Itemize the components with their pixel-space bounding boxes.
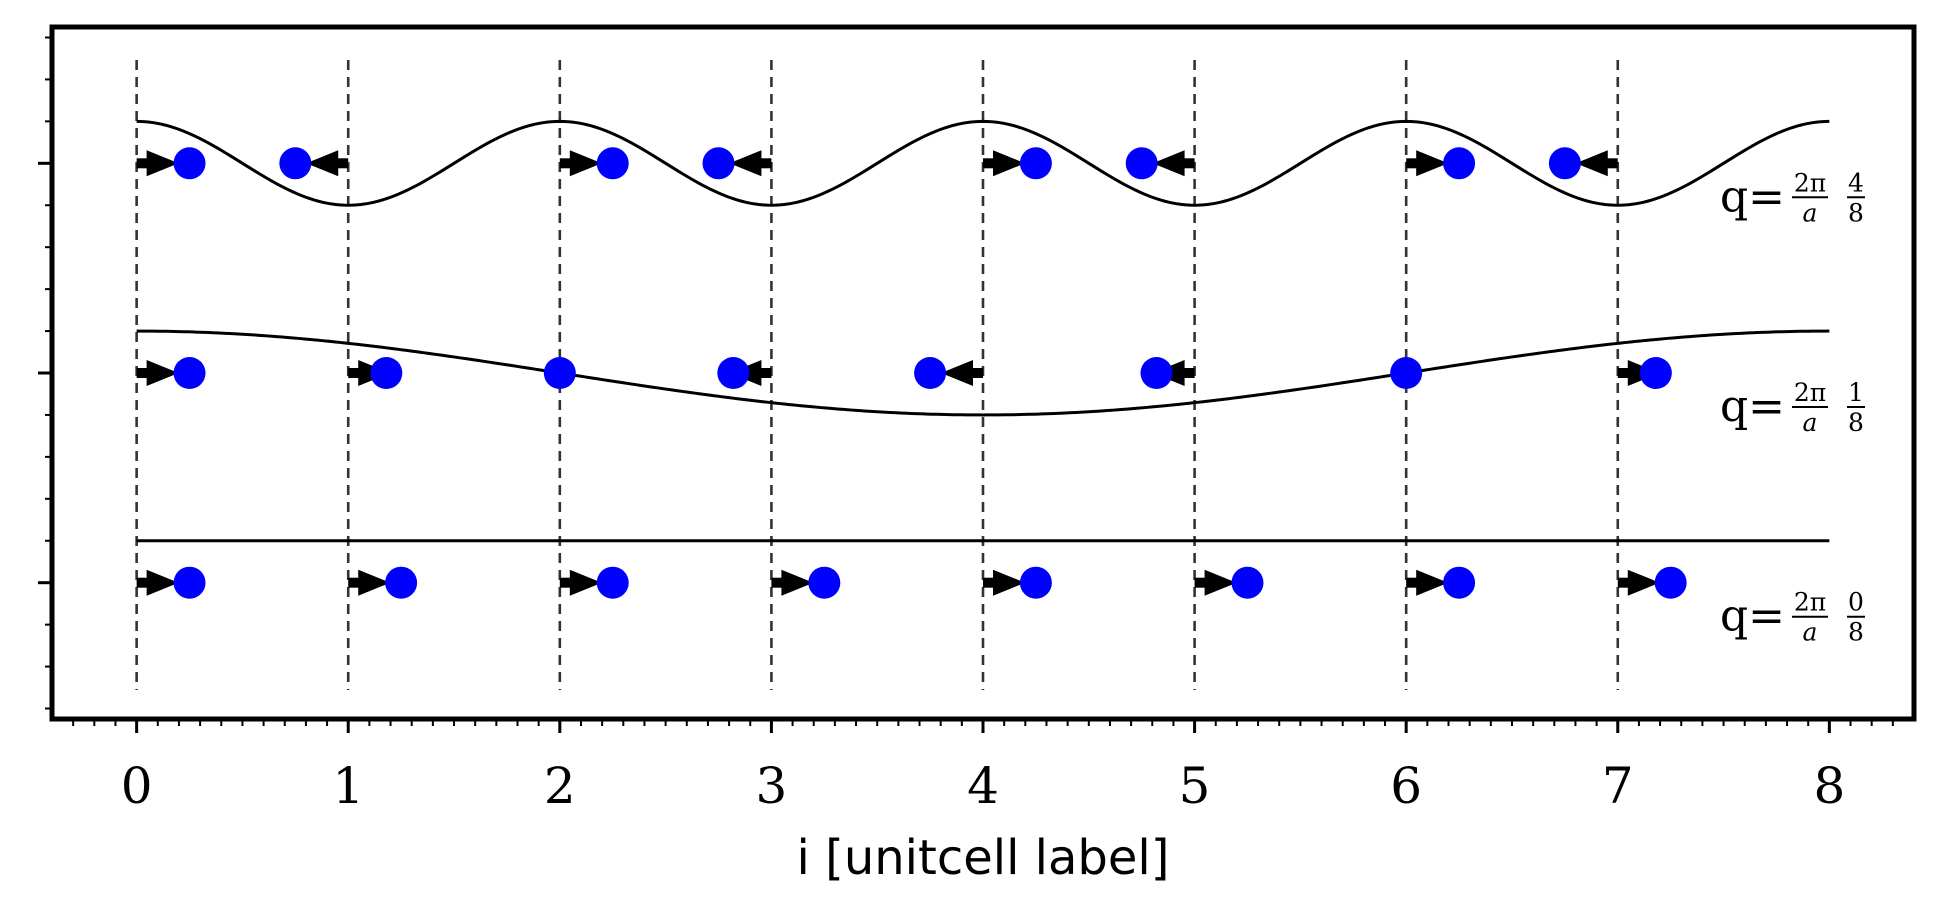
q-label-den: a [1803,408,1818,437]
atom-point [717,357,750,389]
arrow-shaft [136,577,151,588]
atom-point [1125,147,1158,180]
arrow-head-left [941,360,973,386]
arrow-shaft [348,368,363,378]
q-label-n: 1 [1848,378,1864,407]
atom-point [1390,357,1423,389]
x-tick-label: 1 [332,757,364,815]
atom-point [1231,566,1264,599]
arrow-shaft [983,158,997,169]
q-label-n-den: 8 [1848,618,1864,647]
arrow-head-right [146,150,179,177]
arrow-head-right [1416,569,1449,596]
arrow-shaft [348,577,363,588]
x-tick-label: 7 [1602,757,1634,815]
atom-point [370,357,403,389]
atom-point [1140,357,1173,389]
wave-curves [136,119,1830,543]
q-label-n-den: 8 [1848,198,1864,227]
arrow-head-right [781,569,814,596]
atom-point [279,147,312,180]
arrow-head-right [1204,569,1237,596]
arrow-shaft [334,158,349,169]
q-label-prefix: q= [1720,171,1785,222]
x-tick-label: 6 [1390,757,1422,815]
arrow-head-right [993,150,1025,177]
x-tick-label: 5 [1179,757,1211,815]
arrow-shaft [559,577,574,588]
atom-point [543,357,576,389]
arrow-head-right [1627,569,1660,596]
arrow-head-right [358,569,391,596]
x-tick-label: 4 [967,757,999,815]
q-label-n-den: 8 [1848,408,1864,437]
atom-point [596,147,629,180]
wave-curve-2 [136,119,1830,207]
atom-point [596,566,629,599]
atom-point [173,147,206,180]
arrow-head-right [146,360,179,386]
arrow-shaft [1180,368,1195,378]
arrow-head-right [569,569,602,596]
arrow-head-right [569,150,602,177]
atom-point [1019,147,1052,180]
arrow-shaft [757,158,772,169]
y-axis-ticks [38,36,52,710]
arrow-shaft [559,158,574,169]
q-label-den: a [1803,198,1818,227]
arrow-shaft [983,577,997,588]
atom-point [808,566,841,599]
q-label-n: 0 [1848,588,1864,617]
q-label-num: 2π [1794,378,1826,407]
arrow-shaft [1406,577,1421,588]
x-tick-label: 8 [1813,757,1845,815]
atom-markers [136,147,1687,599]
arrow-shaft [1603,158,1618,169]
arrow-head-right [1416,150,1449,177]
x-tick-label: 2 [544,757,576,815]
arrow-shaft [969,368,983,378]
arrow-shaft [1180,158,1195,169]
arrow-head-left [306,150,339,177]
atom-point [1548,147,1581,180]
atom-point [1443,147,1476,180]
wave-curve-1 [136,329,1830,417]
q-label-n: 4 [1848,168,1864,197]
arrow-shaft [757,368,772,378]
q-label-den: a [1803,618,1818,647]
arrow-shaft [1617,368,1632,378]
arrow-head-right [146,569,179,596]
q-label-num: 2π [1794,168,1826,197]
q-label-num: 2π [1794,588,1826,617]
q-label-prefix: q= [1720,591,1785,642]
arrow-shaft [1617,577,1632,588]
atom-point [1654,566,1687,599]
atom-point [385,566,418,599]
atom-point [1639,357,1672,389]
atom-point [702,147,735,180]
arrow-head-left [1152,150,1185,177]
arrow-shaft [771,577,786,588]
arrow-head-left [729,150,762,177]
arrow-shaft [136,368,151,378]
x-tick-label: 3 [756,757,788,815]
x-axis-ticks [72,719,1894,733]
atom-point [173,566,206,599]
arrow-shaft [136,158,151,169]
atom-point [914,357,947,389]
x-tick-labels: 0 1 2 3 4 5 6 7 8 [121,757,1846,815]
q-label-prefix: q= [1720,381,1785,432]
arrow-head-left [1575,150,1608,177]
arrow-shaft [1194,577,1209,588]
x-tick-label: 0 [121,757,153,815]
x-axis-label: i [unitcell label] [797,830,1170,886]
arrow-shaft [1406,158,1421,169]
atom-point [173,357,206,389]
atom-point [1443,566,1476,599]
atom-point [1019,566,1052,599]
arrow-head-right [993,569,1025,596]
